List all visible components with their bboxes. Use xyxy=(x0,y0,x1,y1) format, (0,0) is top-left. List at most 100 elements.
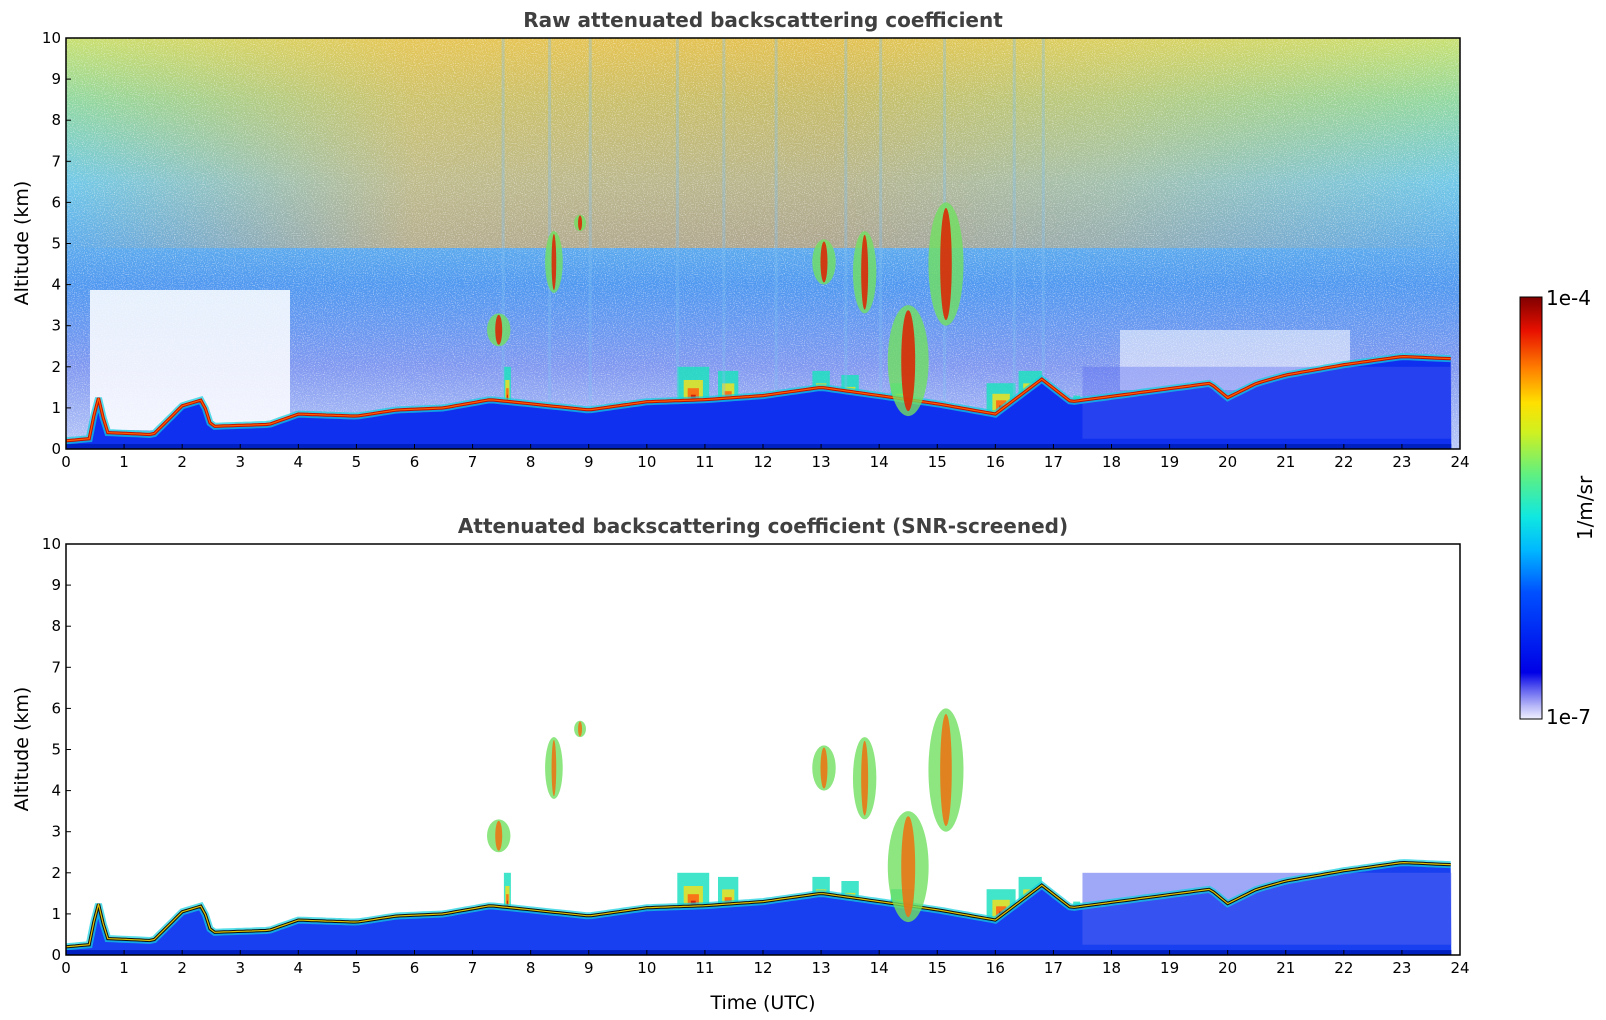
snr-cloud-features xyxy=(487,708,964,923)
x-tick-label: 0 xyxy=(61,453,71,471)
x-tick-label: 2 xyxy=(177,453,187,471)
colorbar-unit-label: 1/m/sr xyxy=(1573,475,1597,540)
x-tick-label: 4 xyxy=(294,959,304,977)
cloud-core xyxy=(940,208,952,321)
colorbar-gradient xyxy=(1519,296,1543,720)
x-tick-label: 2 xyxy=(177,959,187,977)
x-tick-label: 19 xyxy=(1160,959,1179,977)
y-tick-label: 6 xyxy=(51,193,61,211)
x-tick-label: 11 xyxy=(695,453,714,471)
y-tick-label: 3 xyxy=(51,317,61,335)
x-tick-label: 22 xyxy=(1334,453,1353,471)
x-tick-label: 13 xyxy=(812,959,831,977)
noise-streak xyxy=(548,38,552,428)
x-tick-label: 3 xyxy=(235,959,245,977)
snr-y-axis-label: Altitude (km) xyxy=(11,687,33,812)
cloud-core xyxy=(578,721,583,737)
snr-heatmap xyxy=(66,544,1460,955)
x-tick-label: 16 xyxy=(986,453,1005,471)
x-tick-label: 19 xyxy=(1160,453,1179,471)
x-tick-label: 16 xyxy=(986,959,1005,977)
cloud-core xyxy=(861,234,869,310)
cloud-core xyxy=(940,714,952,827)
boundary-layer-top-core xyxy=(66,355,1451,442)
y-tick-label: 0 xyxy=(51,946,61,964)
x-tick-label: 8 xyxy=(526,453,536,471)
cloud-core xyxy=(551,233,557,291)
surface-layer xyxy=(66,950,1452,955)
x-tick-label: 6 xyxy=(410,453,420,471)
x-tick-label: 10 xyxy=(637,959,656,977)
y-tick-label: 5 xyxy=(51,741,61,759)
noise-streak xyxy=(879,38,883,428)
x-tick-label: 21 xyxy=(1276,453,1295,471)
x-tick-label: 22 xyxy=(1334,959,1353,977)
noise-streak xyxy=(588,38,592,428)
x-tick-label: 15 xyxy=(928,453,947,471)
x-tick-label: 5 xyxy=(352,959,362,977)
y-tick-label: 10 xyxy=(42,29,61,47)
raw-aerosol-layer xyxy=(66,353,1452,449)
x-tick-label: 15 xyxy=(928,959,947,977)
surface-layer xyxy=(66,444,1452,449)
x-tick-label: 18 xyxy=(1102,453,1121,471)
panel-raw-title: Raw attenuated backscattering coefficien… xyxy=(523,8,1003,32)
x-tick-label: 17 xyxy=(1044,959,1063,977)
x-tick-label: 24 xyxy=(1450,453,1469,471)
snr-aerosol-layer xyxy=(66,859,1452,955)
raw-y-axis: 0 1 2 3 4 5 6 7 8 9 10 xyxy=(42,29,71,458)
x-tick-label: 1 xyxy=(119,453,129,471)
x-tick-label: 9 xyxy=(584,959,594,977)
y-tick-label: 7 xyxy=(51,152,61,170)
raw-y-axis-label: Altitude (km) xyxy=(11,181,33,306)
x-tick-label: 20 xyxy=(1218,453,1237,471)
y-tick-label: 3 xyxy=(51,823,61,841)
x-tick-label: 5 xyxy=(352,453,362,471)
colorbar-max-label: 1e-4 xyxy=(1546,286,1591,310)
y-tick-label: 4 xyxy=(51,782,61,800)
x-tick-label: 0 xyxy=(61,959,71,977)
cloud-core xyxy=(495,820,503,851)
x-tick-label: 4 xyxy=(294,453,304,471)
x-tick-label: 10 xyxy=(637,453,656,471)
x-tick-label: 7 xyxy=(468,453,478,471)
y-tick-label: 8 xyxy=(51,111,61,129)
x-tick-label: 9 xyxy=(584,453,594,471)
x-tick-label: 14 xyxy=(870,959,889,977)
x-tick-label: 17 xyxy=(1044,453,1063,471)
x-tick-label: 12 xyxy=(753,959,772,977)
raw-speckle xyxy=(66,38,1460,449)
noise-streak xyxy=(774,38,778,428)
noise-streak xyxy=(844,38,848,428)
x-tick-label: 11 xyxy=(695,959,714,977)
y-tick-label: 10 xyxy=(42,535,61,553)
y-tick-label: 4 xyxy=(51,276,61,294)
x-tick-label: 24 xyxy=(1450,959,1469,977)
y-tick-label: 9 xyxy=(51,576,61,594)
cloud-core xyxy=(901,816,916,918)
noise-streak xyxy=(1012,38,1016,428)
cloud-core xyxy=(551,739,557,797)
x-tick-label: 23 xyxy=(1392,959,1411,977)
x-tick-label: 7 xyxy=(468,959,478,977)
y-tick-label: 2 xyxy=(51,864,61,882)
x-tick-label: 23 xyxy=(1392,453,1411,471)
cloud-core xyxy=(820,241,828,283)
noise-streak xyxy=(722,38,726,428)
boundary-layer-fill xyxy=(66,355,1452,449)
y-tick-label: 0 xyxy=(51,440,61,458)
snr-x-axis: 0 1 2 3 4 5 6 7 8 9 10 11 12 13 14 15 16 17 18 19 20 21 22 23 24 xyxy=(61,950,1470,977)
snr-y-axis: 0 1 2 3 4 5 6 7 8 9 10 xyxy=(42,535,71,964)
raw-cloud-features xyxy=(487,202,964,417)
noise-streak xyxy=(1041,38,1045,428)
cloud-core xyxy=(495,314,503,345)
x-tick-label: 1 xyxy=(119,959,129,977)
y-tick-label: 2 xyxy=(51,358,61,376)
x-tick-label: 20 xyxy=(1218,959,1237,977)
colorbar-min-label: 1e-7 xyxy=(1546,705,1591,729)
x-tick-label: 8 xyxy=(526,959,536,977)
y-tick-label: 1 xyxy=(51,905,61,923)
x-tick-label: 3 xyxy=(235,453,245,471)
x-tick-label: 18 xyxy=(1102,959,1121,977)
x-tick-label: 21 xyxy=(1276,959,1295,977)
